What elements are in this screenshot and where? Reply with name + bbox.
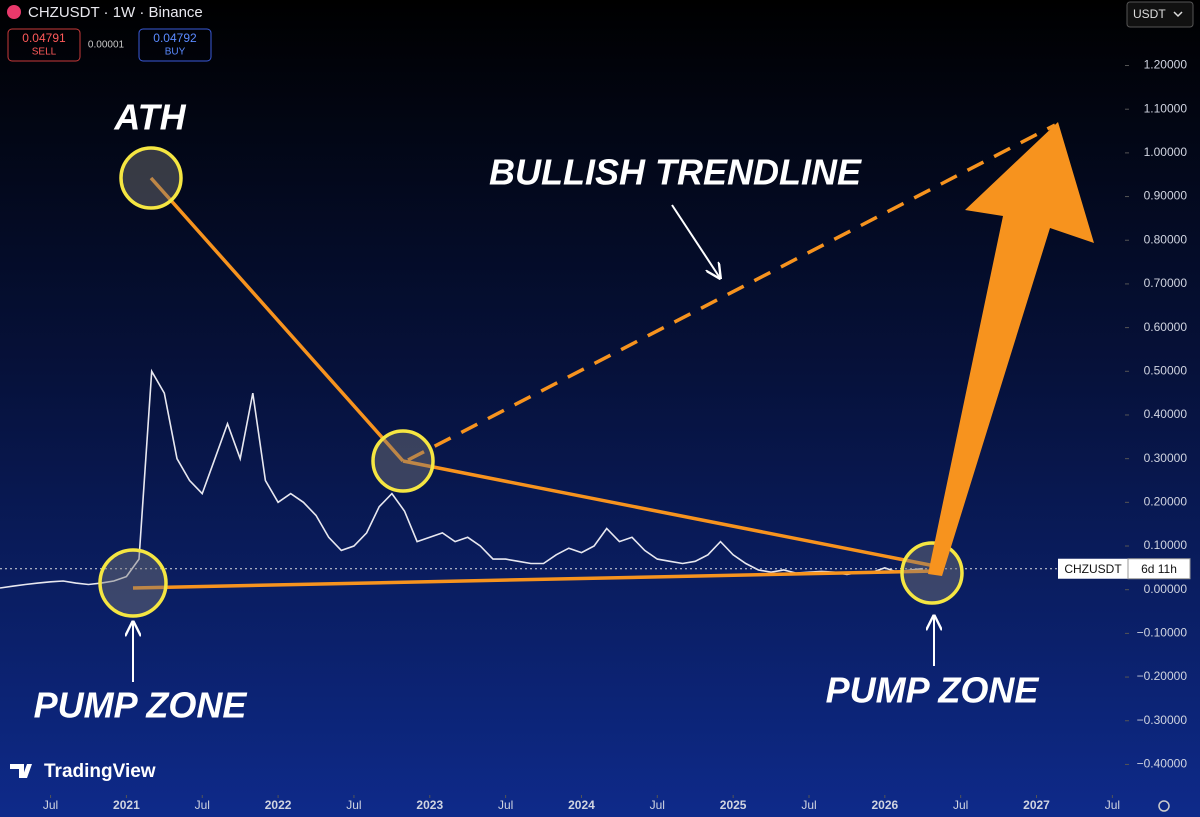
annotation: PUMP ZONE	[826, 670, 1040, 711]
x-tick-label: 2021	[113, 798, 140, 812]
y-tick-label: 1.20000	[1144, 58, 1188, 72]
x-tick-label: Jul	[346, 798, 361, 812]
logo: TradingView	[44, 761, 156, 782]
highlight-circle	[98, 548, 168, 618]
price-line	[0, 368, 923, 589]
y-tick-label: 1.10000	[1144, 101, 1188, 115]
y-tick-label: −0.20000	[1137, 669, 1188, 683]
symbol-icon	[7, 5, 21, 19]
y-tick-label: 0.50000	[1144, 363, 1188, 377]
price-tag	[1058, 558, 1128, 579]
x-tick-label: 2027	[1023, 798, 1050, 812]
y-tick-label: −0.10000	[1137, 626, 1188, 640]
price-tag-label: CHZUSDT	[1064, 562, 1122, 576]
sell-button[interactable]	[7, 28, 81, 62]
x-tick-label: 2023	[416, 798, 443, 812]
annotation: ATH	[113, 97, 186, 138]
y-tick-label: −0.40000	[1137, 757, 1188, 771]
annotation: PUMP ZONE	[34, 685, 248, 726]
x-tick-label: 2022	[265, 798, 292, 812]
y-tick-label: 0.20000	[1144, 495, 1188, 509]
logo-icon	[10, 764, 32, 778]
annotation-lines	[132, 123, 1056, 590]
highlight-circle	[119, 146, 183, 210]
symbol-title: CHZUSDT · 1W · Binance	[28, 4, 203, 21]
x-tick-label: Jul	[801, 798, 816, 812]
buy-price: 0.04792	[153, 31, 197, 45]
sell-label: SELL	[32, 47, 57, 58]
x-tick-label: Jul	[650, 798, 665, 812]
x-tick-label: Jul	[195, 798, 210, 812]
sell-price: 0.04791	[22, 31, 66, 45]
highlight-circle	[371, 429, 435, 493]
y-tick-label: 0.00000	[1144, 582, 1188, 596]
trendline	[149, 176, 405, 463]
y-tick-label: 0.70000	[1144, 276, 1188, 290]
big-arrow	[928, 122, 1094, 576]
x-tick-label: Jul	[43, 798, 58, 812]
currency-selector[interactable]	[1126, 1, 1194, 28]
plot-area: 1.20000 1.10000 1.00000 0.90000 0.80000 0.700…	[0, 58, 1187, 812]
spread: 0.00001	[88, 40, 125, 51]
dropdown-icon	[1173, 11, 1183, 18]
x-tick-label: Jul	[1105, 798, 1120, 812]
x-tick-label: Jul	[953, 798, 968, 812]
x-tick-label: 2026	[871, 798, 898, 812]
x-tick-label: 2024	[568, 798, 595, 812]
settings-icon[interactable]	[1158, 800, 1170, 812]
y-tick-label: 0.30000	[1144, 451, 1188, 465]
trendline	[402, 459, 936, 568]
currency: USDT	[1133, 7, 1166, 21]
pointer-arrow	[671, 204, 720, 278]
annotation: BULLISH TRENDLINE	[489, 152, 862, 193]
trendline-dashed	[407, 123, 1056, 462]
countdown: 6d 11h	[1141, 562, 1177, 576]
x-tick-label: Jul	[498, 798, 513, 812]
y-tick-label: 0.90000	[1144, 189, 1188, 203]
y-tick-label: −0.30000	[1137, 713, 1188, 727]
y-tick-label: 1.00000	[1144, 145, 1188, 159]
y-tick-label: 0.80000	[1144, 232, 1188, 246]
y-tick-label: 0.60000	[1144, 320, 1188, 334]
buy-button[interactable]	[138, 28, 212, 62]
y-tick-label: 0.40000	[1144, 407, 1188, 421]
x-tick-label: 2025	[720, 798, 747, 812]
countdown-tag	[1127, 558, 1191, 580]
y-tick-label: 0.10000	[1144, 538, 1188, 552]
trendline	[132, 569, 936, 590]
buy-label: BUY	[165, 47, 186, 58]
